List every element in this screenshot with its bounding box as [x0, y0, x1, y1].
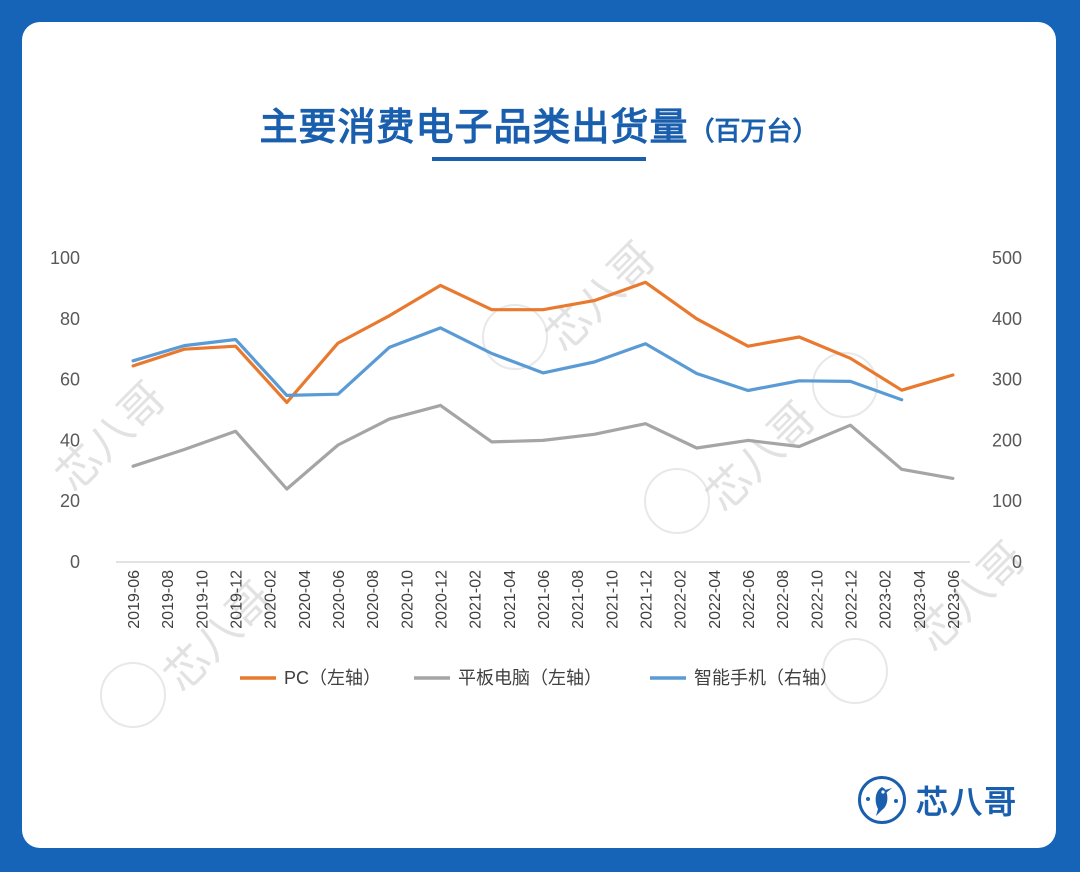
title-unit: （百万台） — [688, 117, 819, 147]
x-tick-label: 2019-06 — [126, 570, 143, 629]
y-right-tick-label: 300 — [992, 370, 1022, 390]
x-tick-label: 2023-02 — [878, 570, 895, 629]
y-right-tick-label: 400 — [992, 309, 1022, 329]
x-tick-label: 2021-04 — [502, 570, 519, 629]
x-tick-label: 2023-06 — [946, 570, 963, 629]
y-right-tick-label: 500 — [992, 248, 1022, 268]
x-tick-label: 2020-06 — [331, 570, 348, 629]
x-tick-label: 2022-04 — [707, 570, 724, 629]
y-left-tick-label: 20 — [60, 491, 80, 511]
x-tick-label: 2023-04 — [912, 570, 929, 629]
watermark-logo-icon — [812, 352, 878, 418]
bird-icon — [858, 776, 906, 824]
x-tick-label: 2022-02 — [673, 570, 690, 629]
series-line — [131, 326, 904, 402]
x-tick-label: 2021-02 — [468, 570, 485, 629]
y-left-tick-label: 80 — [60, 309, 80, 329]
y-right-tick-label: 0 — [1012, 552, 1022, 572]
x-tick-label: 2022-10 — [809, 570, 826, 629]
legend-label: PC（左轴） — [284, 668, 381, 688]
series-line — [131, 403, 955, 491]
x-tick-label: 2020-10 — [399, 570, 416, 629]
y-right-tick-label: 200 — [992, 430, 1022, 450]
y-right-tick-label: 100 — [992, 491, 1022, 511]
x-tick-label: 2022-08 — [775, 570, 792, 629]
title-underline — [432, 157, 646, 161]
x-tick-label: 2020-02 — [263, 570, 280, 629]
x-tick-label: 2021-10 — [604, 570, 621, 629]
y-left-tick-label: 100 — [50, 248, 80, 268]
legend-label: 智能手机（右轴） — [694, 668, 838, 688]
chart-title: 主要消费电子品类出货量（百万台） — [22, 96, 1056, 151]
chart-card: 主要消费电子品类出货量（百万台） 芯八哥 芯八哥 芯八哥 芯八哥 芯八哥 0 20… — [22, 22, 1056, 848]
x-tick-label: 2020-08 — [365, 570, 382, 629]
brand-logo: 芯八哥 — [858, 774, 1018, 826]
logo-text: 芯八哥 — [916, 783, 1019, 821]
x-tick-label: 2022-12 — [843, 570, 860, 629]
x-tick-label: 2021-06 — [536, 570, 553, 629]
x-tick-label: 2022-06 — [741, 570, 758, 629]
watermark-logo-icon — [100, 662, 166, 728]
watermark-logo-icon — [644, 468, 710, 534]
title-main: 主要消费电子品类出货量 — [259, 105, 689, 149]
x-tick-label: 2020-04 — [297, 570, 314, 629]
x-tick-label: 2021-12 — [638, 570, 655, 629]
legend-label: 平板电脑（左轴） — [458, 668, 602, 688]
x-tick-label: 2020-12 — [434, 570, 451, 629]
x-tick-label: 2019-12 — [229, 570, 246, 629]
line-chart: 0 20 40 60 80 100 0 100 200 300 400 500 2019-06 2019-… — [50, 248, 1022, 688]
y-left-tick-label: 60 — [60, 370, 80, 390]
y-left-tick-label: 0 — [70, 552, 80, 572]
series-line — [131, 280, 955, 404]
watermark-logo-icon — [482, 304, 548, 370]
x-tick-label: 2019-08 — [160, 570, 177, 629]
x-tick-label: 2019-10 — [194, 570, 211, 629]
x-tick-label: 2021-08 — [570, 570, 587, 629]
y-left-tick-label: 40 — [60, 430, 80, 450]
watermark-logo-icon — [822, 638, 888, 704]
